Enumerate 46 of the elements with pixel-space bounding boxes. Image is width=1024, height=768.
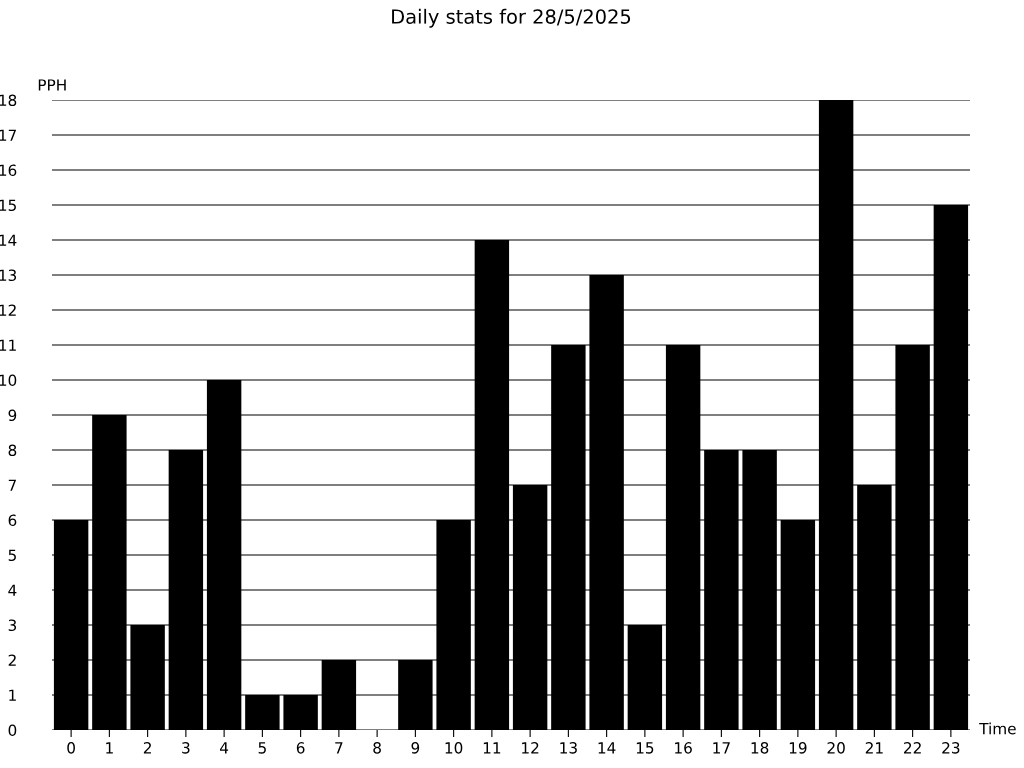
x-tick-label: 15 [636,742,654,754]
x-tick-label: 11 [483,742,501,754]
y-tick-label: 13 [0,269,17,282]
y-tick-label: 7 [8,479,16,491]
x-tick-label: 8 [373,742,381,754]
x-tick-label: 5 [258,742,266,754]
x-tick-label: 12 [522,742,539,754]
y-tick-label: 5 [8,549,16,562]
x-tick-label: 16 [675,742,692,754]
x-tick-label: 20 [827,742,845,754]
x-tick-label: 23 [942,742,960,754]
x-tick-label: 0 [67,742,75,754]
y-tick-label: 1 [9,689,16,701]
y-tick-label: 3 [8,619,17,632]
y-tick-label: 14 [0,234,17,246]
y-tick-label: 2 [8,654,16,666]
x-tick-label: 22 [904,742,921,754]
x-tick-label: 19 [789,742,807,754]
y-tick-label: 11 [0,339,16,351]
y-tick-label: 0 [8,724,17,737]
y-axis-title: PPH [38,79,66,91]
y-tick-label: 16 [0,164,17,177]
x-tick-label: 7 [335,742,343,754]
y-tick-label: 8 [8,444,17,457]
y-tick-label: 4 [8,584,17,596]
y-tick-label: 12 [0,304,16,316]
x-tick-label: 6 [296,742,305,754]
y-tick-label: 6 [8,514,17,527]
x-tick-label: 4 [220,742,229,754]
x-tick-label: 18 [751,742,769,754]
x-tick-label: 13 [560,742,577,754]
x-tick-label: 2 [143,742,151,754]
x-tick-label: 10 [445,742,463,754]
x-tick-label: 3 [182,742,190,754]
y-tick-label: 9 [8,409,17,422]
x-tick-label: 9 [411,742,420,754]
x-axis-title: Time [979,722,1016,735]
x-tick-label: 17 [713,742,730,754]
chart-title: Daily stats for 28/5/2025 [392,8,631,28]
y-tick-label: 15 [0,199,16,212]
x-tick-label: 14 [598,742,616,754]
y-tick-label: 10 [0,374,17,387]
x-tick-label: 1 [106,742,113,754]
y-tick-label: 18 [0,94,17,107]
y-tick-label: 17 [0,129,16,141]
x-tick-label: 21 [865,742,883,754]
